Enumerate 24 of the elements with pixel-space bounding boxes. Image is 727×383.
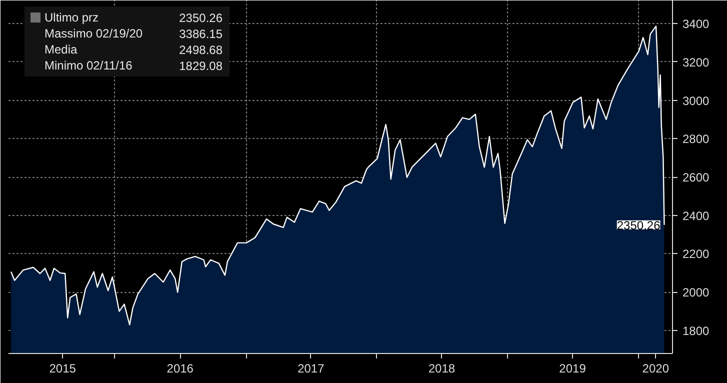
y-tick-label: 2800 — [682, 132, 710, 146]
legend-label: Ultimo prz — [44, 10, 99, 24]
x-tick-label: 2019 — [559, 362, 586, 376]
annotation: 1829.08 — [179, 59, 223, 73]
y-tick-label: 3000 — [682, 94, 710, 108]
annotation: 2498.68 — [179, 43, 223, 57]
annotation: 2350.26 — [179, 11, 223, 25]
y-tick-label: 3400 — [682, 17, 710, 32]
x-tick-label: 2017 — [298, 362, 325, 376]
y-tick-label: 3200 — [682, 55, 710, 70]
annotation: Minimo 02/11/16 — [44, 58, 133, 72]
y-tick-label: 2200 — [682, 247, 710, 262]
annotation: Media — [44, 42, 78, 56]
annotation: 2350.26 — [616, 218, 661, 232]
annotation: Massimo 02/19/20 — [44, 26, 143, 40]
x-tick-label: 2016 — [166, 362, 194, 376]
x-tick-label: 2020 — [642, 362, 670, 376]
x-tick-label: 2015 — [49, 362, 76, 376]
x-tick-label: 2018 — [428, 362, 456, 376]
y-tick-label: 2000 — [682, 286, 710, 300]
y-tick-label: 2600 — [682, 170, 710, 184]
annotation: 3386.15 — [179, 27, 223, 41]
y-tick-label: 2400 — [682, 208, 710, 223]
y-tick-label: 1800 — [682, 324, 710, 338]
